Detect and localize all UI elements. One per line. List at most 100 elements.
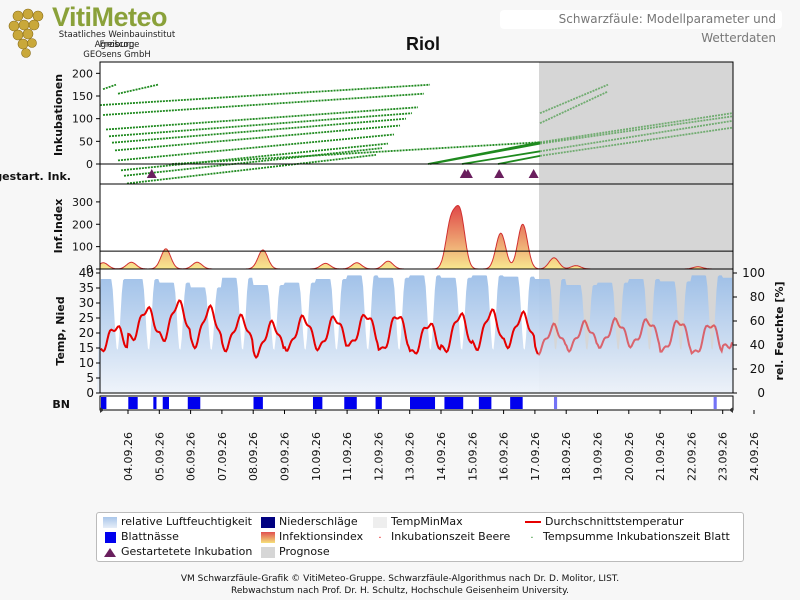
legend-label: Niederschläge <box>279 515 358 528</box>
brand-name: VitiMeteo <box>52 2 168 32</box>
y-tick-label: 20 <box>79 326 94 340</box>
legend-item-inc-leaf: · Tempsumme Inkubationszeit Blatt <box>525 530 730 544</box>
forecast-swatch-icon <box>261 546 275 558</box>
leafwet-bar <box>478 397 492 409</box>
incubation-line <box>117 133 395 162</box>
y-tick-label: 100 <box>72 113 93 126</box>
y-tick-label: 50 <box>79 135 93 148</box>
grape-logo-icon <box>8 8 44 58</box>
started-incubation-marker <box>528 169 539 178</box>
temperature-line <box>100 299 539 360</box>
y-axis-label-right: rel. Feuchte [%] <box>773 282 786 381</box>
y-tick-label: 0 <box>86 158 93 171</box>
tempminmax-swatch-icon <box>373 516 387 528</box>
y-tick-label: 30 <box>79 296 94 310</box>
x-tick-label: 13.09.26 <box>404 432 417 481</box>
legend-label: Durchschnittstemperatur <box>545 515 684 528</box>
legend-label: relative Luftfeuchtigkeit <box>121 515 252 528</box>
started-incubation-marker <box>146 169 157 178</box>
infindex-swatch-icon <box>261 531 275 543</box>
partner-name: GEOsens GmbH <box>83 50 151 60</box>
leafwet-bar <box>128 397 138 409</box>
y-tick-label: 100 <box>72 241 93 254</box>
triangle-icon <box>103 547 117 558</box>
incubation-line <box>102 92 425 116</box>
legend-label: Infektionsindex <box>279 530 364 543</box>
y-tick-label: 5 <box>86 371 94 385</box>
humidity-swatch-icon <box>103 516 117 528</box>
started-incubation-marker <box>494 169 505 178</box>
y-axis-label: Inkubationen <box>52 74 65 156</box>
y-tick-label: 0 <box>86 263 93 276</box>
incubation-line <box>429 142 541 165</box>
y-tick-label: 15 <box>79 341 94 355</box>
legend-label: Gestartetete Inkubation <box>121 545 253 558</box>
legend-item-meantemp: Durchschnittstemperatur <box>525 515 684 529</box>
y-tick-label: 0 <box>86 386 94 400</box>
incubation-line <box>102 83 117 91</box>
leafwet-bar <box>101 397 107 409</box>
leafwet-bar <box>153 397 157 409</box>
y-tick-label: 35 <box>79 281 94 295</box>
y-tick-label-right: 60 <box>750 314 765 328</box>
legend-label: Blattnässe <box>121 530 179 543</box>
leafwet-bar <box>713 397 717 409</box>
leafwet-bar <box>553 397 558 409</box>
leafwet-bar <box>444 397 464 409</box>
y-tick-label-right: 100 <box>742 266 765 280</box>
x-tick-label: 18.09.26 <box>560 432 573 481</box>
x-tick-label: 10.09.26 <box>310 432 323 481</box>
incubation-line-forecast <box>539 90 609 125</box>
incubation-line-forecast <box>539 115 733 145</box>
y-tick-label: 150 <box>72 90 93 103</box>
started-incubation-marker <box>462 169 473 178</box>
x-tick-label: 21.09.26 <box>654 432 667 481</box>
x-tick-label: 22.09.26 <box>685 432 698 481</box>
x-tick-label: 15.09.26 <box>466 432 479 481</box>
leafwet-bar <box>510 397 523 409</box>
chart-title: Riol <box>406 34 440 54</box>
incubation-line <box>461 150 541 165</box>
y-axis-label: Inf.Index <box>52 199 65 254</box>
x-tick-label: 14.09.26 <box>435 432 448 481</box>
y-tick-label-right: 40 <box>750 338 765 352</box>
incubation-line-forecast <box>539 112 733 144</box>
y-tick-label-right: 20 <box>750 362 765 376</box>
scroll-left-icon <box>100 407 104 413</box>
x-tick-label: 17.09.26 <box>529 432 542 481</box>
leafwet-bar <box>162 397 169 409</box>
institute-name: Staatliches Weinbauinstitut Freiburg <box>58 30 176 50</box>
incubation-line <box>497 154 541 165</box>
leafwet-bar <box>410 397 436 409</box>
incubation-line <box>117 83 159 95</box>
incubation-line <box>99 83 431 106</box>
y-tick-label: 300 <box>72 196 93 209</box>
x-tick-label: 09.09.26 <box>279 432 292 481</box>
x-tick-label: 05.09.26 <box>153 432 166 481</box>
footer-credit: Rebwachstum nach Prof. Dr. H. Schultz, H… <box>231 586 569 596</box>
legend-label: Tempsumme Inkubationszeit Blatt <box>543 530 730 543</box>
leafwet-bar <box>375 397 382 409</box>
temperature-line-forecast <box>537 316 734 356</box>
footer-credit: VM Schwarzfäule-Grafik © VitiMeteo-Grupp… <box>180 574 620 584</box>
x-tick-label: 07.09.26 <box>216 432 229 481</box>
humidity-area <box>97 275 733 393</box>
legend-item-leafwet: Blattnässe <box>103 530 179 544</box>
x-tick-label: 24.09.26 <box>748 432 761 481</box>
panel-border <box>99 268 734 394</box>
leafwet-bar <box>187 397 201 409</box>
dot-icon: · <box>378 532 382 544</box>
x-tick-label: 20.09.26 <box>623 432 636 481</box>
y-tick-label-right: 0 <box>757 386 765 400</box>
legend-item-precip: Niederschläge <box>261 515 358 529</box>
partner-name: Agroscope <box>94 40 140 50</box>
x-tick-label: 16.09.26 <box>498 432 511 481</box>
scroll-right-icon <box>729 407 733 413</box>
incubation-line-forecast <box>539 83 609 115</box>
y-tick-label: 25 <box>79 311 94 325</box>
x-tick-label: 04.09.26 <box>122 432 135 481</box>
x-tick-label: 06.09.26 <box>185 432 198 481</box>
y-tick-label: 40 <box>79 266 94 280</box>
line-swatch-icon <box>525 521 541 523</box>
vitimeteo-logo: VitiMeteo Staatliches Weinbauinstitut Fr… <box>4 2 194 60</box>
